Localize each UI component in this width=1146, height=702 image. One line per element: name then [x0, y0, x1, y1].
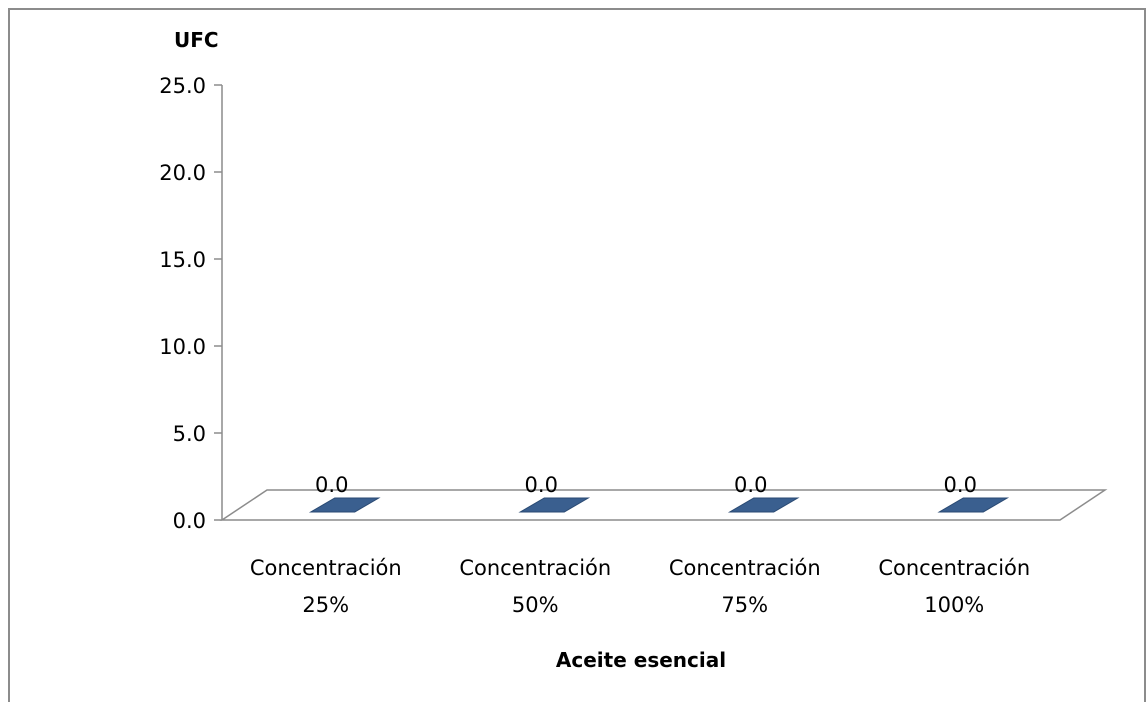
- x-category-label: 75%: [721, 593, 768, 617]
- bar-top: [937, 497, 1010, 513]
- x-axis-categories: Concentración 25% Concentración 50% Concentr…: [250, 556, 1030, 617]
- chart-floor-plane: [219, 489, 1108, 521]
- x-category-label: 50%: [512, 593, 559, 617]
- data-label: 0.0: [944, 473, 977, 497]
- bar-top: [727, 497, 800, 513]
- bar: [727, 497, 800, 513]
- x-category-label: Concentración: [878, 556, 1030, 580]
- y-tick-label: 25.0: [159, 74, 206, 98]
- data-label: 0.0: [315, 473, 348, 497]
- y-tick-label: 0.0: [173, 509, 206, 533]
- x-category-label: Concentración: [669, 556, 821, 580]
- bar: [937, 497, 1010, 513]
- x-category-label: 100%: [924, 593, 984, 617]
- x-category-label: Concentración: [250, 556, 402, 580]
- x-category-label: 25%: [302, 593, 349, 617]
- bar-top: [308, 497, 381, 513]
- bar: [308, 497, 381, 513]
- bar: [518, 497, 591, 513]
- bar-series: [308, 497, 1010, 513]
- x-axis-title: Aceite esencial: [556, 648, 726, 672]
- y-tick-label: 10.0: [159, 335, 206, 359]
- data-label: 0.0: [525, 473, 558, 497]
- x-category-label: Concentración: [459, 556, 611, 580]
- bar-top: [518, 497, 591, 513]
- y-axis-title: UFC: [174, 28, 219, 52]
- y-tick-label: 15.0: [159, 248, 206, 272]
- y-axis: 0.0 5.0 10.0 15.0 20.0 25.0: [159, 74, 223, 533]
- data-labels: 0.0 0.0 0.0 0.0: [315, 473, 977, 497]
- y-tick-label: 20.0: [159, 161, 206, 185]
- chart-frame: [8, 8, 1146, 702]
- chart-floor: [219, 489, 1108, 521]
- data-label: 0.0: [734, 473, 767, 497]
- y-tick-label: 5.0: [173, 422, 206, 446]
